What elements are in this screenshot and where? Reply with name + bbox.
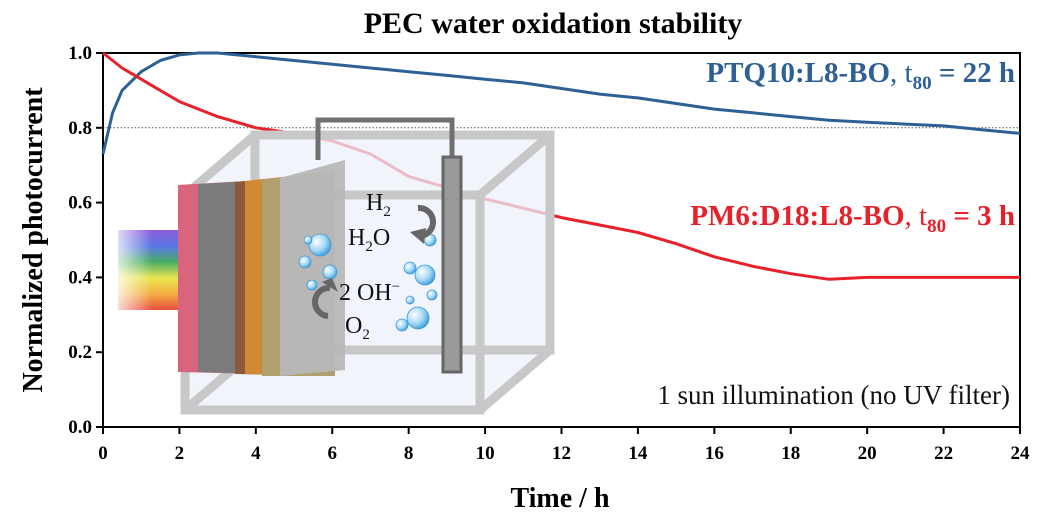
x-tick-label: 24 [1011,443,1031,464]
annotation-text: , t [905,200,928,232]
series-line [101,51,1021,155]
y-tick-label: 0.2 [68,342,92,363]
x-tick-label: 20 [858,443,877,464]
legend-entry: PM6:D18:L8-BO [690,200,904,232]
series-annotation: PTQ10:L8-BO, t80 = 22 h [706,57,1015,94]
x-tick-label: 16 [705,443,724,464]
note: 1 sun illumination (no UV filter) [657,380,1010,410]
chart-title: PEC water oxidation stability [364,7,743,40]
y-tick-label: 0.4 [68,267,92,288]
x-tick-label: 14 [628,443,648,464]
y-tick-label: 0.6 [68,193,92,214]
x-tick-label: 12 [552,443,571,464]
inset-label-main: H [366,190,383,216]
y-axis-label: Normalized photocurrent [18,87,49,393]
inset-label-main: 2 OH [339,280,392,306]
x-tick-label: 22 [934,443,953,464]
x-tick-label: 2 [175,443,185,464]
inset-label-subscript: 2 [383,204,391,220]
annotation-text: , t [890,57,913,89]
y-tick-label: 0.8 [68,118,92,139]
inset-label-superscript: − [392,279,400,295]
x-tick-label: 4 [251,443,261,464]
x-tick-label: 6 [328,443,338,464]
annotation-text: = 22 h [932,57,1015,89]
illustration [112,117,555,415]
series-annotation: PM6:D18:L8-BO, t80 = 3 h [690,200,1015,237]
legend-entry: PTQ10:L8-BO [706,57,890,89]
annotation-subscript: 80 [913,73,932,94]
inset-label: 2 OH− [339,279,400,306]
x-tick-label: 8 [404,443,414,464]
x-tick-label: 0 [98,443,108,464]
x-tick-label: 10 [476,443,495,464]
x-tick-label: 18 [781,443,800,464]
inset-label-subscript: 2 [365,239,373,255]
inset-label-tail: O [373,225,390,251]
inset-label: H2O [348,225,390,255]
x-axis-label: Time / h [510,483,609,514]
inset-label: O2 [345,313,370,343]
inset-label: H2 [366,190,391,220]
inset-label-main: H [348,225,365,251]
inset-label-subscript: 2 [362,327,370,343]
inset-label-main: O [345,313,362,339]
y-tick-label: 0.0 [68,417,92,438]
y-tick-label: 1.0 [68,43,92,64]
annotation-text: = 3 h [946,200,1015,232]
annotation-subscript: 80 [927,216,946,237]
